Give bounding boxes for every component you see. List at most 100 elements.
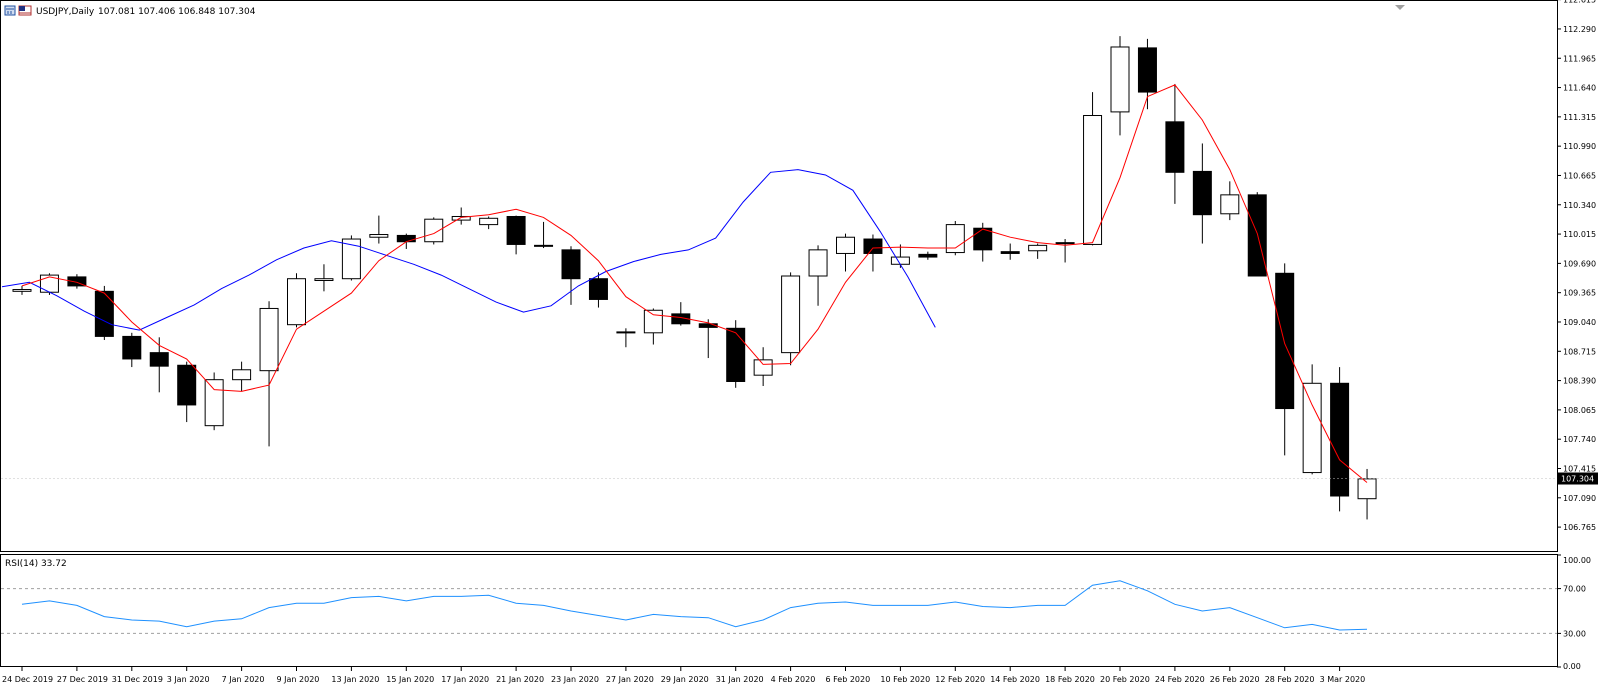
candle (314, 264, 334, 292)
date-tick-label: 6 Feb 2020 (826, 675, 871, 684)
date-tick-label: 28 Feb 2020 (1265, 675, 1315, 684)
candle-body-bear (1000, 251, 1020, 254)
candle (781, 272, 801, 366)
chart-window-icon[interactable] (4, 5, 16, 16)
candle (863, 234, 883, 272)
candle-body-bull (781, 275, 801, 354)
price-tick-label: 108.065 (1563, 406, 1596, 415)
candle-body-bear (588, 278, 608, 300)
candle (1192, 143, 1212, 244)
price-tick-label: 107.415 (1563, 465, 1596, 474)
price-tick-label: 110.340 (1563, 201, 1596, 210)
scroll-marker-icon[interactable] (1395, 5, 1405, 10)
candle (94, 285, 114, 341)
candle (1110, 36, 1130, 136)
candle (561, 246, 581, 305)
date-tick-label: 21 Jan 2020 (496, 675, 544, 684)
candle-body-bear (863, 238, 883, 254)
candle (918, 251, 938, 260)
rsi-line (21, 580, 1368, 631)
date-tick-label: 18 Feb 2020 (1045, 675, 1095, 684)
date-tick-label: 4 Feb 2020 (771, 675, 816, 684)
price-tick-label: 107.740 (1563, 435, 1596, 444)
candle (341, 235, 361, 281)
candle-body-bull (1220, 194, 1240, 215)
candle (945, 221, 965, 256)
price-tick-label: 109.690 (1563, 259, 1596, 268)
candle (1137, 38, 1157, 110)
candle (588, 272, 608, 308)
price-tick-label: 111.315 (1563, 113, 1596, 122)
candle (698, 319, 718, 359)
candle (424, 217, 444, 245)
rsi-tick-label: 70.00 (1563, 585, 1586, 594)
rsi-axis: 100.00 70.00 30.00 0.00 (1557, 554, 1591, 671)
candle-body-bull (314, 278, 334, 282)
candle-body-bull (341, 238, 361, 280)
candle-body-bull (643, 309, 663, 334)
candle-body-bull (1055, 242, 1075, 245)
candle (232, 361, 252, 392)
date-axis: 24 Dec 2019 27 Dec 2019 31 Dec 2019 3 Jan 2… (2, 667, 1365, 684)
candle-body-bull (479, 217, 499, 226)
date-tick-label: 9 Jan 2020 (277, 675, 320, 684)
candle-body-bear (534, 244, 554, 247)
current-price-tag (1558, 472, 1598, 485)
rsi-tick-label: 100.00 (1563, 556, 1591, 565)
candle-body-bear (726, 327, 746, 382)
candle-body-bear (1275, 272, 1295, 410)
candle-body-bull (753, 359, 773, 376)
ma-fast-line (21, 84, 1368, 483)
candle (836, 233, 855, 272)
candle-body-bear (561, 249, 581, 280)
candle (149, 337, 169, 393)
candle-body-bull (1083, 115, 1103, 245)
candle-body-bear (149, 352, 169, 367)
price-tick-label: 111.640 (1563, 84, 1596, 93)
price-tick-label: 112.290 (1563, 25, 1596, 34)
candle (1000, 243, 1020, 260)
price-tick-label: 106.765 (1563, 523, 1596, 532)
ma-slow-line (1, 169, 936, 331)
candle (1302, 364, 1322, 475)
candle (1275, 263, 1295, 456)
candle (67, 274, 87, 289)
candle-body-bull (232, 369, 252, 381)
candle-body-bear (1330, 382, 1350, 497)
date-tick-label: 24 Feb 2020 (1155, 675, 1205, 684)
candle-body-bull (451, 215, 471, 221)
candle-body-bull (945, 224, 965, 254)
candle-body-bear (177, 364, 197, 406)
moving-averages (1, 84, 1368, 483)
candle-body-bear (122, 335, 142, 360)
date-tick-label: 31 Dec 2019 (112, 675, 163, 684)
candle-body-bull (287, 278, 306, 326)
date-tick-label: 7 Jan 2020 (222, 675, 265, 684)
candle-body-bull (808, 249, 828, 277)
candle-body-bull (204, 379, 224, 427)
candles (12, 36, 1377, 520)
candle-body-bull (836, 236, 855, 254)
date-tick-label: 23 Jan 2020 (551, 675, 599, 684)
date-tick-label: 14 Feb 2020 (990, 675, 1040, 684)
ohlc-readout: 107.081 107.406 106.848 107.304 (98, 7, 256, 17)
rsi-title: RSI(14) 33.72 (5, 559, 67, 569)
date-tick-label: 31 Jan 2020 (716, 675, 764, 684)
candle-body-bear (1165, 121, 1185, 173)
candle-body-bull (890, 256, 910, 265)
candle (177, 361, 197, 423)
date-tick-label: 10 Feb 2020 (880, 675, 930, 684)
candle (1357, 468, 1377, 520)
candle (808, 245, 828, 306)
candle (479, 216, 499, 230)
price-panel-frame (0, 0, 1558, 552)
price-tick-label: 111.965 (1563, 54, 1596, 63)
date-tick-label: 13 Jan 2020 (331, 675, 379, 684)
candle (204, 372, 224, 431)
candle-body-bear (1137, 47, 1157, 93)
candle-body-bull (1302, 382, 1322, 474)
price-tick-label: 108.390 (1563, 377, 1596, 386)
date-tick-label: 27 Jan 2020 (606, 675, 654, 684)
candle (259, 301, 279, 447)
